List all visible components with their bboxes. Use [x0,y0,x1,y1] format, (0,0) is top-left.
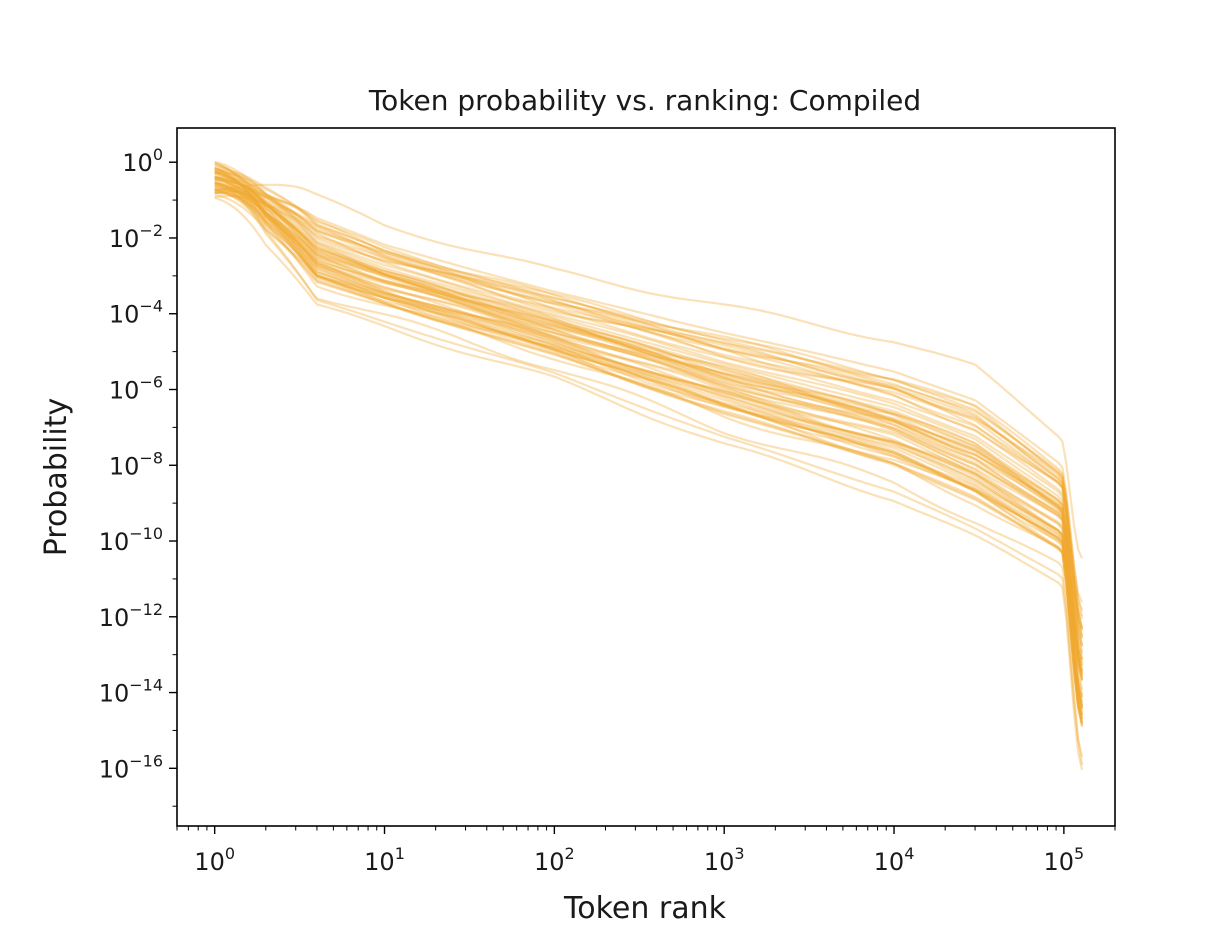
y-tick-label: 10−2 [109,221,163,253]
series-line [214,184,1084,723]
series-line [214,196,1084,771]
series-line [214,161,1084,690]
series-line [214,184,1084,660]
series-line [214,188,1084,630]
series-line [214,188,1084,725]
series-line [214,166,1084,727]
series-line [214,193,1084,724]
series-line [214,182,1084,674]
series-line [214,191,1084,710]
series-line [214,167,1084,716]
x-tick-label: 103 [704,844,745,876]
series-line [214,191,1084,681]
series-line [214,161,1084,710]
x-tick-label: 101 [364,844,405,876]
series-line [214,169,1084,716]
x-tick-label: 104 [874,844,915,876]
series-line [214,182,1084,673]
series-line [214,186,1084,707]
series-line [214,172,1084,720]
series-line [214,170,1084,719]
y-tick-label: 10−16 [99,751,163,783]
series-line [214,170,1084,703]
x-axis: 100 101 102 103 104 105 [176,826,1116,876]
y-axis-label: Probability [39,398,74,557]
series-line [214,190,1084,617]
series-line [214,176,1084,639]
y-tick-label: 100 [122,145,163,177]
series-line [214,181,1084,675]
series-line [214,177,1084,632]
series-line [214,170,1084,661]
series-line [214,181,1084,698]
series-line [214,164,1084,655]
y-tick-label: 10−10 [99,524,163,556]
series-line [214,170,1084,671]
series-line [214,175,1084,724]
chart-title: Token probability vs. ranking: Compiled [368,84,921,117]
series-line [214,179,1084,604]
x-tick-label: 100 [194,844,235,876]
series-line [214,179,1084,708]
series-line [214,183,1084,559]
y-tick-label: 10−8 [109,448,163,480]
series-line [214,187,1084,629]
x-tick-label: 102 [534,844,575,876]
series-line [214,171,1084,676]
series-line [214,171,1084,681]
y-tick-label: 10−14 [99,676,163,708]
series-line [214,189,1084,639]
series-line [214,178,1084,636]
y-tick-label: 10−6 [109,372,163,404]
series-line [214,168,1084,666]
x-axis-label: Token rank [563,891,727,926]
series-line [214,167,1084,681]
series-line [214,187,1084,646]
series-line [214,182,1084,727]
series-line [214,163,1084,678]
series-line [214,172,1084,667]
series-line [214,174,1084,758]
series-line [214,175,1084,706]
series-line [214,180,1084,766]
series-line [214,182,1084,709]
series-line [214,168,1084,648]
y-tick-label: 10−4 [109,297,163,329]
series-line [214,166,1084,612]
series-line [214,185,1084,680]
series-line [214,170,1084,629]
x-tick-label: 105 [1044,844,1085,876]
series-line [214,188,1084,720]
series-line [214,160,1084,646]
series-line [214,195,1084,620]
y-axis: 100 10−2 10−4 10−6 10−8 10−10 10−12 10−14 10−16 [99,145,177,807]
series-line [214,184,1084,672]
series-line [214,178,1084,664]
y-tick-label: 10−12 [99,600,163,632]
series-lines [214,160,1084,771]
series-line [214,176,1084,653]
series-line [214,176,1084,699]
series-line [214,191,1084,696]
plot-frame [176,127,1116,827]
series-line [214,176,1084,660]
series-line [214,190,1084,715]
